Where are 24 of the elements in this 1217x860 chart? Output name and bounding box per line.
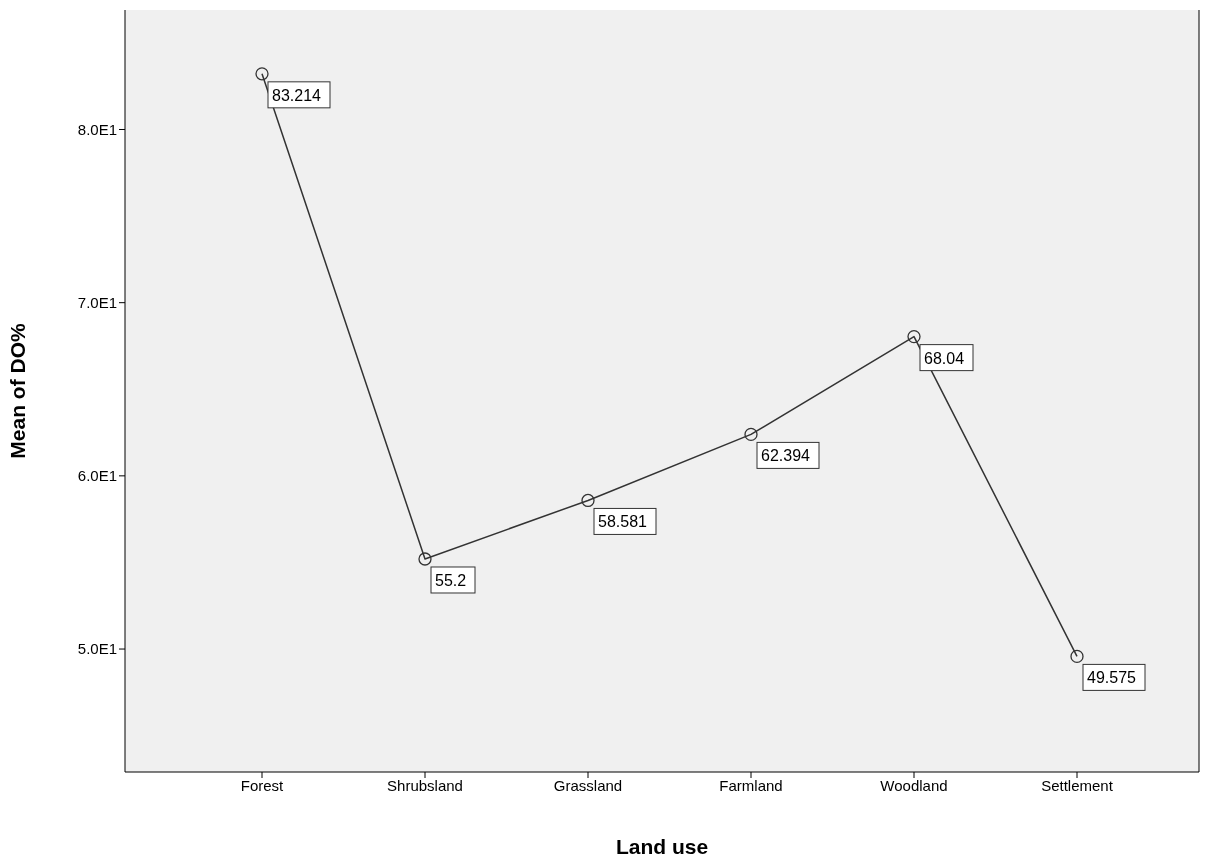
data-label: 68.04 [924,349,965,367]
y-tick-label: 7.0E1 [77,294,117,311]
point [744,427,758,442]
x-tick-label: Farmland [719,776,783,794]
x-tick-label: Grassland [553,776,623,794]
point [581,493,595,508]
x-tick-label: Forest [240,776,285,794]
point [907,329,921,344]
x-axis-title: Land use [615,835,709,858]
data-label: 62.394 [761,447,811,465]
data-label: 58.581 [598,513,648,531]
data-label: 55.2 [435,571,467,589]
data-label: 83.214 [272,86,322,104]
point [1070,649,1084,664]
data-label: 49.575 [1087,669,1137,687]
x-tick-label: Woodland [880,776,948,794]
y-tick-label: 6.0E1 [77,467,117,485]
point [418,552,432,566]
y-axis-title: Mean of DO% [6,323,30,459]
x-tick-label: Shrubsland [387,776,463,794]
point [255,67,269,81]
y-tick-label: 5.0E1 [77,640,117,658]
x-tick-label: Settlement [1041,776,1114,794]
y-tick-label: 8.0E1 [77,120,117,138]
